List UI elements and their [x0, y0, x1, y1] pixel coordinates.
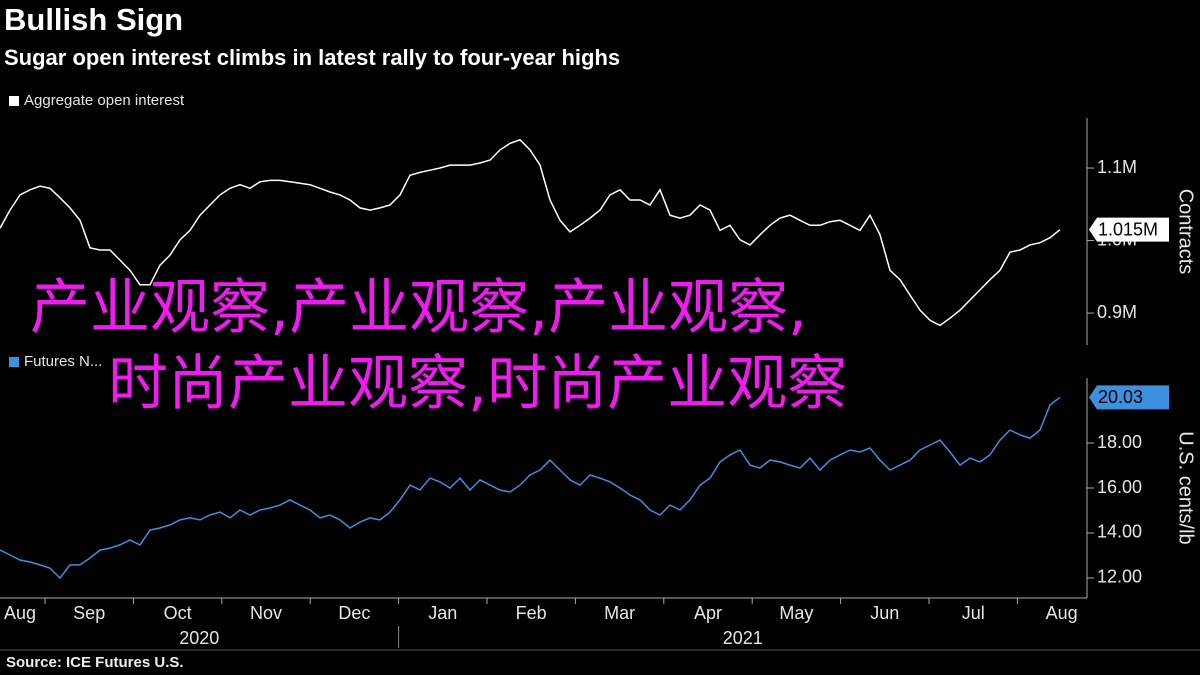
- x-tick-label: Dec: [338, 603, 370, 623]
- x-tick-label: Sep: [73, 603, 105, 623]
- source: Source: ICE Futures U.S.: [6, 654, 184, 671]
- x-tick-label: Aug: [4, 603, 36, 623]
- y-tick-label: 1.1M: [1097, 157, 1137, 177]
- x-tick-label: Nov: [250, 603, 282, 623]
- y-tick-label: 14.00: [1097, 522, 1142, 542]
- line: [0, 396, 1061, 580]
- x-tick-label: May: [779, 603, 813, 623]
- line: [0, 138, 1061, 327]
- legend-swatch: [9, 357, 19, 367]
- y-tick-label: 0.9M: [1097, 302, 1137, 322]
- y-tick-label: 16.00: [1097, 477, 1142, 497]
- title: Bullish Sign: [4, 2, 184, 37]
- legend-swatch: [9, 96, 19, 106]
- year-label: 2020: [179, 628, 219, 648]
- subtitle: Sugar open interest climbs in latest ral…: [4, 45, 621, 70]
- watermark: 时尚产业观察,时尚产业观察: [108, 349, 848, 419]
- x-tick-label: Jul: [962, 603, 985, 623]
- y-tick-label: 18.00: [1097, 432, 1142, 452]
- legend-label: Aggregate open interest: [24, 92, 185, 109]
- last-value-box: [1089, 385, 1169, 410]
- x-tick-label: Oct: [164, 603, 192, 623]
- last-value-box: [1089, 217, 1169, 242]
- x-tick-label: Aug: [1046, 603, 1078, 623]
- legend-label: Futures N...: [24, 353, 102, 370]
- x-tick-label: Feb: [516, 603, 547, 623]
- x-tick-label: Jan: [428, 603, 457, 623]
- y-axis-label: Contracts: [1175, 189, 1197, 275]
- last-value-label: 1.015M: [1098, 219, 1158, 239]
- x-tick-label: Jun: [870, 603, 899, 623]
- y-axis-label: U.S. cents/lb: [1175, 431, 1197, 544]
- y-tick-label: 12.00: [1097, 567, 1142, 587]
- watermark: 产业观察,产业观察,产业观察,: [30, 273, 808, 343]
- last-value-label: 20.03: [1098, 387, 1143, 407]
- x-tick-label: Mar: [604, 603, 635, 623]
- x-tick-label: Apr: [694, 603, 722, 623]
- year-label: 2021: [723, 628, 763, 648]
